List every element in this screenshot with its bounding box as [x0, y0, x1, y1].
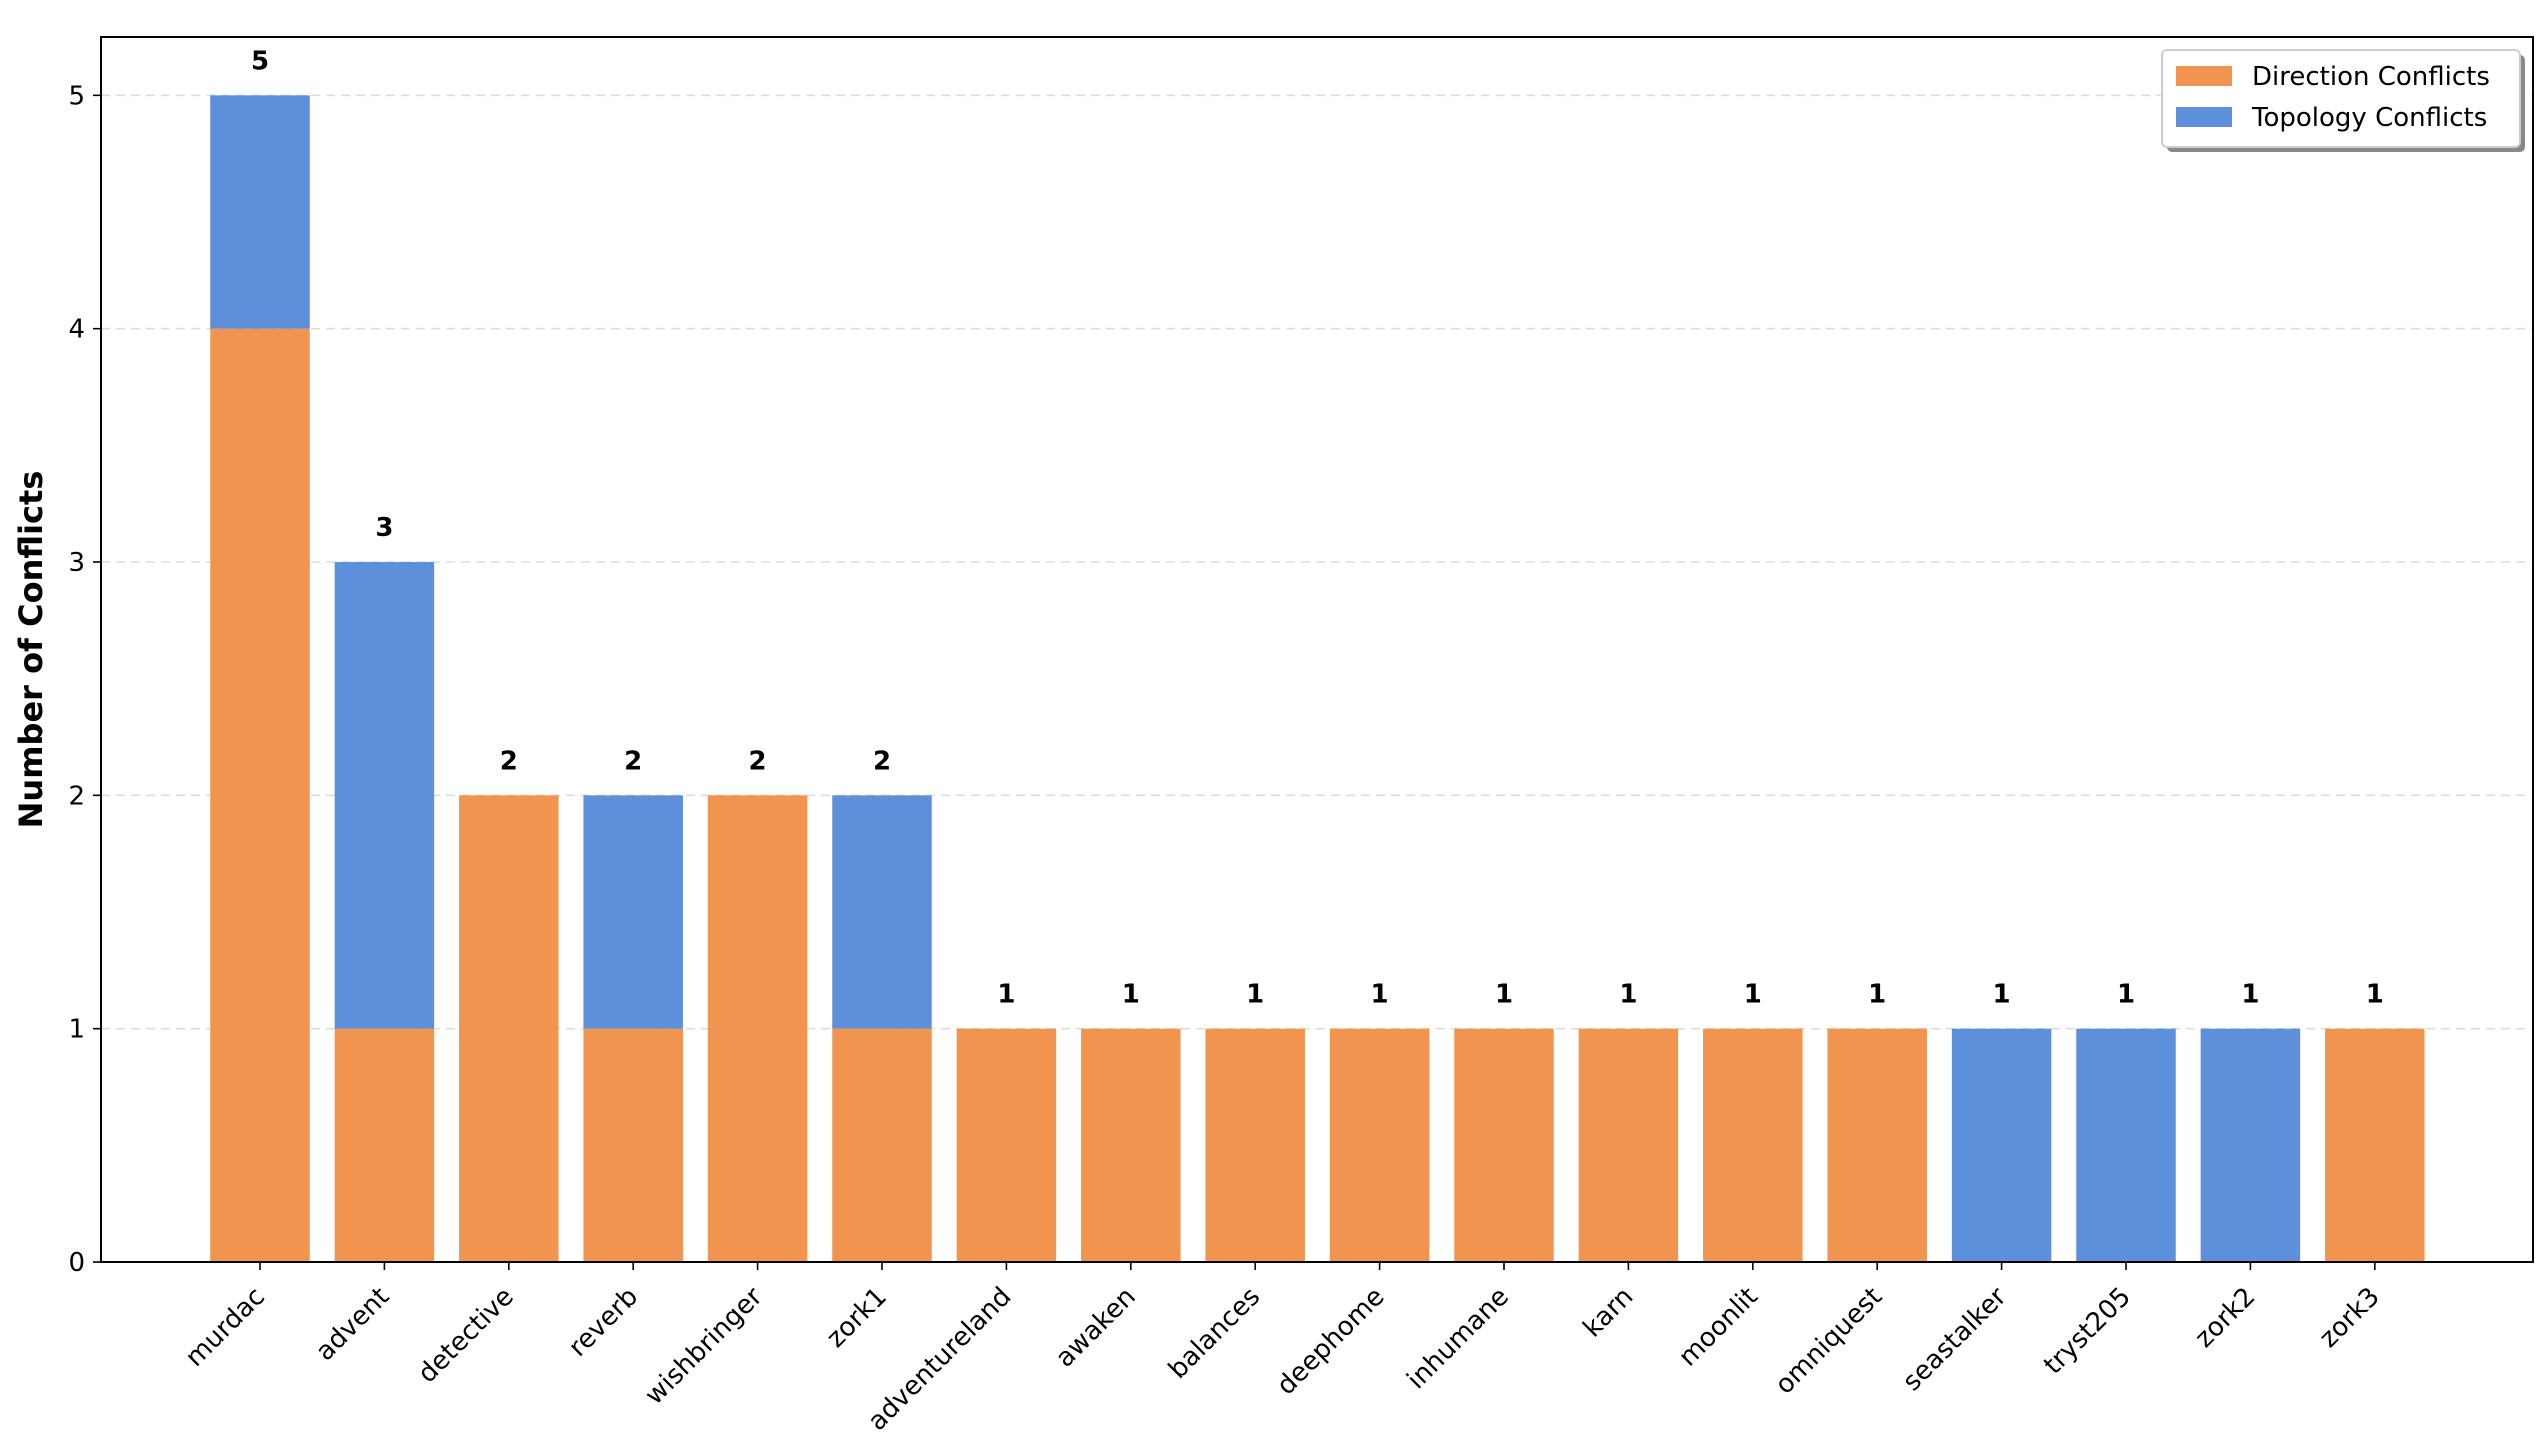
total-label-adventureland: 1 [997, 980, 1015, 1010]
legend-box [2161, 49, 2521, 148]
total-label-moonlit: 1 [1744, 980, 1762, 1010]
bar-reverb-direction-conflicts [583, 1028, 683, 1262]
total-labels: 5 3 2 2 2 2 1 1 1 1 1 1 1 1 1 1 1 1 [251, 46, 2384, 1009]
y-axis-ticks: 0 1 2 3 4 5 [68, 81, 101, 1278]
total-label-awaken: 1 [1122, 980, 1140, 1010]
total-label-zork2: 1 [2241, 980, 2259, 1010]
total-label-balances: 1 [1246, 980, 1264, 1010]
legend-label-direction-conflicts: Direction Conflicts [2252, 62, 2490, 92]
bar-tryst205-topology-conflicts [2076, 1028, 2176, 1262]
bar-balances-direction-conflicts [1205, 1028, 1305, 1262]
total-label-tryst205: 1 [2117, 980, 2135, 1010]
y-tick-label: 5 [68, 81, 85, 111]
bar-seastalker-topology-conflicts [1951, 1028, 2052, 1262]
total-label-karn: 1 [1619, 980, 1637, 1010]
y-tick-label: 3 [68, 548, 85, 578]
bar-zork3-direction-conflicts [2325, 1028, 2425, 1262]
bars [210, 95, 2425, 1263]
legend-label-topology-conflicts: Topology Conflicts [2251, 103, 2487, 133]
total-label-zork1: 2 [873, 746, 891, 776]
y-tick-label: 4 [68, 315, 85, 345]
total-label-zork3: 1 [2366, 980, 2384, 1010]
total-label-advent: 3 [375, 513, 393, 543]
total-label-omniquest: 1 [1868, 980, 1886, 1010]
total-label-seastalker: 1 [1993, 980, 2011, 1010]
axes-frame [100, 36, 2534, 1263]
y-tick-label: 1 [68, 1015, 85, 1045]
bar-zork2-topology-conflicts [2200, 1028, 2301, 1262]
bar-adventureland-direction-conflicts [956, 1028, 1057, 1262]
bar-omniquest-direction-conflicts [1827, 1028, 1927, 1262]
y-tick-label: 2 [68, 781, 85, 811]
legend: Direction Conflicts Topology Conflicts [2161, 49, 2525, 152]
bar-detective-direction-conflicts [459, 795, 559, 1262]
total-label-deephome: 1 [1371, 980, 1389, 1010]
total-label-wishbringer: 2 [749, 746, 767, 776]
legend-swatch-topology-conflicts [2176, 107, 2232, 127]
bar-karn-direction-conflicts [1578, 1028, 1679, 1262]
bar-moonlit-direction-conflicts [1703, 1028, 1803, 1262]
y-axis-label: Number of Conflicts [12, 471, 50, 829]
bar-inhumane-direction-conflicts [1454, 1028, 1554, 1262]
bar-advent-topology-conflicts [334, 562, 435, 1029]
bar-wishbringer-direction-conflicts [707, 795, 808, 1262]
bar-zork1-topology-conflicts [832, 795, 932, 1029]
total-label-murdac: 5 [251, 46, 269, 76]
bar-zork1-direction-conflicts [832, 1028, 932, 1262]
total-label-detective: 2 [500, 746, 518, 776]
bar-murdac-direction-conflicts [210, 328, 310, 1263]
bar-deephome-direction-conflicts [1329, 1028, 1430, 1262]
bar-reverb-topology-conflicts [583, 795, 683, 1029]
y-tick-label: 0 [68, 1248, 85, 1278]
bar-advent-direction-conflicts [334, 1028, 435, 1262]
bar-murdac-topology-conflicts [210, 95, 310, 329]
total-label-inhumane: 1 [1495, 980, 1513, 1010]
total-label-reverb: 2 [624, 746, 642, 776]
legend-swatch-direction-conflicts [2176, 66, 2232, 86]
bar-awaken-direction-conflicts [1081, 1028, 1181, 1262]
